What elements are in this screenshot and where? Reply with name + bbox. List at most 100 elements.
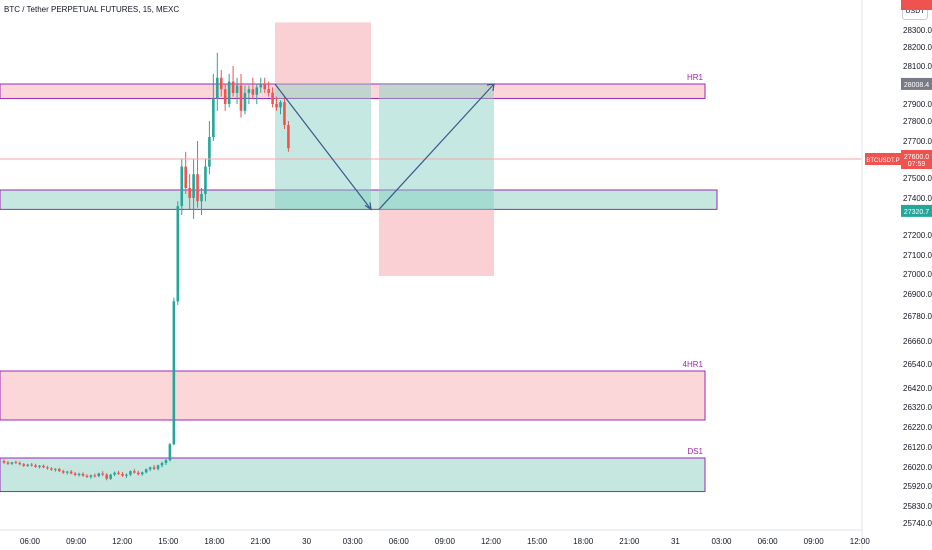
price-tick-label: 25740.0 — [903, 519, 932, 528]
price-tick-label: 26900.0 — [903, 290, 932, 299]
time-tick-label: 06:00 — [758, 537, 779, 546]
candle-body — [109, 474, 112, 479]
candle-body — [85, 475, 89, 477]
candle-body — [105, 474, 108, 479]
candle-body — [117, 472, 120, 474]
price-tag-box — [865, 153, 901, 165]
time-tick-label: 06:00 — [20, 537, 41, 546]
short-stop-zone — [275, 22, 371, 84]
candle-body — [140, 472, 144, 475]
candle-body — [61, 471, 65, 473]
zone-box — [0, 370, 706, 421]
time-tick-label: 03:00 — [343, 537, 364, 546]
candle-body — [73, 473, 77, 475]
time-tick-label: 18:00 — [204, 537, 225, 546]
candle-body — [10, 462, 14, 464]
price-tick-label: 26780.0 — [903, 312, 932, 321]
price-tag-text: 07:59 — [908, 161, 926, 168]
price-tick-label: 28300.0 — [903, 26, 932, 35]
candle-body — [6, 462, 10, 464]
overlays: 28008.4 BTCUSDT.P 27600.007:59 27320.7 — [0, 0, 932, 217]
candle-body — [227, 81, 231, 104]
candle-body — [180, 166, 184, 207]
candle-body — [283, 102, 286, 125]
price-tick-label: 26540.0 — [903, 360, 932, 369]
candle-body — [2, 461, 6, 463]
price-tick-label: 27000.0 — [903, 270, 932, 279]
time-tick-label: 30 — [302, 537, 311, 546]
candle-body — [231, 81, 235, 93]
zone-box — [0, 189, 718, 210]
candle-body — [101, 473, 105, 475]
candle-body — [125, 474, 128, 476]
time-tick-label: 09:00 — [435, 537, 456, 546]
candle-body — [137, 472, 140, 475]
price-tag-text: BTCUSDT.P — [866, 158, 899, 164]
candle-body — [243, 92, 247, 111]
candle-body — [148, 467, 152, 470]
candle-body — [113, 472, 116, 475]
price-tick-label: 25830.0 — [903, 502, 932, 511]
price-tick-label: 26120.0 — [903, 443, 932, 452]
time-tick-label: 12:00 — [850, 537, 871, 546]
candle-body — [58, 468, 61, 472]
candle-body — [263, 83, 266, 90]
candle-body — [97, 473, 101, 477]
candles — [2, 52, 290, 481]
candle-body — [89, 475, 93, 477]
zone-label: DS1 — [687, 447, 703, 456]
price-tick-label: 27700.0 — [903, 137, 932, 146]
long-arrowhead — [486, 83, 495, 92]
price-tick-label: 27200.0 — [903, 231, 932, 240]
time-tick-label: 06:00 — [389, 537, 410, 546]
time-tick-label: 12:00 — [481, 537, 502, 546]
zone-label: 4HR1 — [683, 360, 704, 369]
price-tag-text: 28008.4 — [904, 82, 929, 89]
candle-body — [219, 77, 223, 90]
candle-body — [192, 174, 195, 198]
price-tick-label: 27800.0 — [903, 117, 932, 126]
long-stop-zone — [379, 209, 494, 276]
price-tick-label: 26660.0 — [903, 337, 932, 346]
price-tag-box — [901, 77, 932, 90]
price-tick-label: 27100.0 — [903, 251, 932, 260]
candle-body — [65, 471, 69, 473]
candle-body — [144, 469, 148, 473]
candle-body — [34, 465, 37, 467]
price-tag-box — [901, 160, 932, 169]
price-tick-label: 25920.0 — [903, 482, 932, 491]
candle-body — [287, 125, 290, 149]
short-arrowhead — [364, 202, 372, 211]
candle-body — [208, 137, 211, 167]
price-tag-box — [901, 150, 932, 162]
price-tick-label: 27400.0 — [903, 194, 932, 203]
price-axis: 28300.0 28200.0 28100.0 27900.0 27800.0 27700… — [861, 0, 932, 550]
candle-body — [255, 87, 259, 95]
candle-body — [121, 473, 124, 476]
price-tick-label: 28200.0 — [903, 43, 932, 52]
time-tick-label: 21:00 — [250, 537, 271, 546]
price-tag-box — [901, 204, 932, 217]
price-tick-label: 26020.0 — [903, 463, 932, 472]
candle-body — [184, 166, 187, 188]
candle-body — [133, 471, 136, 473]
time-tick-label: 12:00 — [112, 537, 133, 546]
candle-body — [271, 92, 274, 104]
position-tools — [275, 22, 494, 276]
candle-body — [69, 471, 73, 474]
candle-body — [54, 468, 57, 470]
candle-body — [156, 465, 160, 469]
candle-body — [172, 301, 176, 445]
candle-body — [196, 174, 199, 202]
price-tag-text: 27600.0 — [904, 154, 929, 161]
candle-body — [18, 463, 22, 465]
time-tick-label: 09:00 — [804, 537, 825, 546]
candle-body — [22, 464, 26, 466]
zone-label: HR1 — [687, 73, 704, 82]
chart-title: BTC / Tether PERPETUAL FUTURES, 15, MEXC — [4, 5, 180, 14]
candle-body — [77, 473, 81, 475]
time-tick-label: 15:00 — [158, 537, 179, 546]
time-tick-label: 09:00 — [66, 537, 87, 546]
candle-body — [204, 166, 207, 194]
